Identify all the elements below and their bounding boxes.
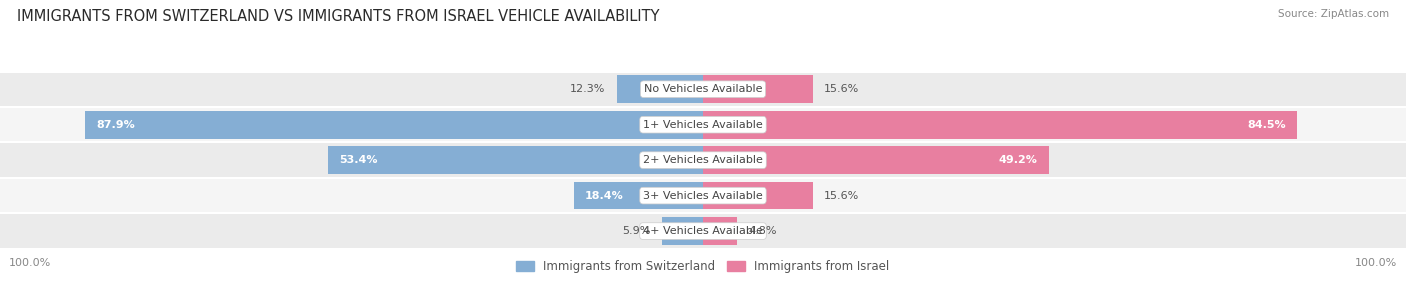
Text: IMMIGRANTS FROM SWITZERLAND VS IMMIGRANTS FROM ISRAEL VEHICLE AVAILABILITY: IMMIGRANTS FROM SWITZERLAND VS IMMIGRANT… bbox=[17, 9, 659, 23]
Text: No Vehicles Available: No Vehicles Available bbox=[644, 84, 762, 94]
Text: 4+ Vehicles Available: 4+ Vehicles Available bbox=[643, 226, 763, 236]
Text: 18.4%: 18.4% bbox=[585, 191, 624, 200]
Text: 12.3%: 12.3% bbox=[569, 84, 606, 94]
Text: 3+ Vehicles Available: 3+ Vehicles Available bbox=[643, 191, 763, 200]
Text: 53.4%: 53.4% bbox=[339, 155, 377, 165]
Text: 84.5%: 84.5% bbox=[1247, 120, 1286, 130]
Legend: Immigrants from Switzerland, Immigrants from Israel: Immigrants from Switzerland, Immigrants … bbox=[516, 260, 890, 273]
Bar bbox=[86, 111, 703, 138]
Bar bbox=[616, 76, 703, 103]
Text: 87.9%: 87.9% bbox=[96, 120, 135, 130]
Text: 100.0%: 100.0% bbox=[8, 258, 51, 268]
Text: 15.6%: 15.6% bbox=[824, 191, 859, 200]
Bar bbox=[0, 213, 1406, 249]
Text: 49.2%: 49.2% bbox=[998, 155, 1038, 165]
Bar bbox=[0, 72, 1406, 107]
Text: 100.0%: 100.0% bbox=[1355, 258, 1398, 268]
Bar bbox=[703, 217, 737, 245]
Bar bbox=[328, 146, 703, 174]
Bar bbox=[661, 217, 703, 245]
Bar bbox=[574, 182, 703, 209]
Text: 1+ Vehicles Available: 1+ Vehicles Available bbox=[643, 120, 763, 130]
Bar bbox=[703, 146, 1049, 174]
Bar bbox=[703, 111, 1296, 138]
Bar bbox=[0, 107, 1406, 142]
Bar bbox=[703, 182, 813, 209]
Text: 5.9%: 5.9% bbox=[621, 226, 650, 236]
Bar bbox=[703, 76, 813, 103]
Bar bbox=[0, 178, 1406, 213]
Text: 4.8%: 4.8% bbox=[748, 226, 776, 236]
Text: 15.6%: 15.6% bbox=[824, 84, 859, 94]
Text: 2+ Vehicles Available: 2+ Vehicles Available bbox=[643, 155, 763, 165]
Text: Source: ZipAtlas.com: Source: ZipAtlas.com bbox=[1278, 9, 1389, 19]
Bar bbox=[0, 142, 1406, 178]
